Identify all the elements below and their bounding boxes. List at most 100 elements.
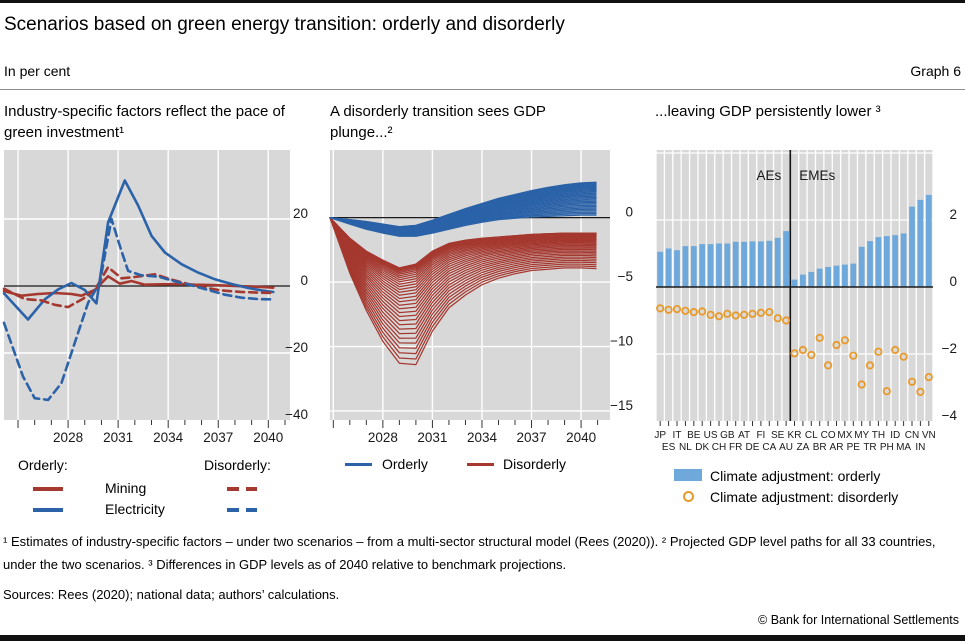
svg-text:MX: MX bbox=[837, 430, 852, 441]
svg-text:20: 20 bbox=[293, 206, 308, 221]
bar-BE bbox=[690, 246, 697, 287]
svg-text:DK: DK bbox=[695, 442, 709, 453]
bar-SE bbox=[774, 237, 781, 287]
bar-ES bbox=[665, 248, 672, 287]
bar-PH bbox=[883, 236, 890, 287]
footnotes: ¹ Estimates of industry-specific factors… bbox=[3, 534, 936, 572]
legend-label-disorderly: Disorderly bbox=[503, 456, 567, 472]
climate-orderly-bar-swatch bbox=[674, 469, 702, 481]
circle-US bbox=[706, 310, 715, 319]
unit-label: In per cent bbox=[4, 63, 71, 79]
bar-TR bbox=[867, 241, 873, 287]
bar-CO bbox=[825, 266, 831, 287]
svg-text:CN: CN bbox=[905, 430, 919, 441]
x-axis-labels: 2028 2031 2034 2037 2040 bbox=[53, 430, 283, 445]
svg-text:BR: BR bbox=[813, 442, 827, 453]
bar-GB bbox=[724, 243, 731, 287]
circle-AT bbox=[740, 310, 749, 319]
svg-text:−5: −5 bbox=[618, 269, 633, 284]
disorderly-line-swatch bbox=[467, 463, 494, 466]
circle-SE bbox=[773, 314, 782, 323]
svg-text:−20: −20 bbox=[285, 340, 308, 355]
bar-TH bbox=[875, 237, 882, 287]
svg-text:AEs: AEs bbox=[757, 168, 782, 183]
bar-CL bbox=[808, 271, 815, 287]
circle-BR bbox=[815, 333, 824, 342]
circle-AU bbox=[782, 316, 791, 325]
copyright-line: © Bank for International Settlements bbox=[758, 613, 959, 627]
electricity-orderly-swatch bbox=[33, 508, 63, 512]
circle-GB bbox=[723, 309, 732, 318]
bar-ID bbox=[892, 235, 899, 287]
y-axis-labels: 0 −5 −10 −15 bbox=[610, 205, 633, 413]
svg-text:0: 0 bbox=[949, 274, 957, 289]
orderly-bars bbox=[657, 194, 932, 287]
svg-text:AR: AR bbox=[830, 442, 844, 453]
x-axis-ticks bbox=[17, 420, 286, 428]
svg-text:TH: TH bbox=[872, 430, 885, 441]
bar-PE bbox=[850, 263, 857, 287]
svg-text:2028: 2028 bbox=[368, 430, 398, 445]
svg-text:ES: ES bbox=[662, 442, 676, 453]
circle-MY bbox=[857, 380, 866, 389]
svg-text:VN: VN bbox=[922, 430, 936, 441]
svg-text:2028: 2028 bbox=[53, 430, 83, 445]
svg-text:BE: BE bbox=[687, 430, 701, 441]
bar-MA bbox=[900, 233, 907, 287]
legend-disorderly-header: Disorderly: bbox=[204, 457, 271, 473]
bar-AT bbox=[741, 241, 747, 287]
circle-NL bbox=[681, 306, 690, 315]
legend-label-orderly: Orderly bbox=[382, 456, 428, 472]
header-divider bbox=[0, 89, 965, 90]
svg-text:ID: ID bbox=[890, 430, 900, 441]
svg-text:PH: PH bbox=[880, 442, 894, 453]
gdp-paths-line-chart: 2028 2031 2034 2037 2040 0 −5 −10 −15 bbox=[329, 150, 633, 445]
svg-text:GB: GB bbox=[720, 430, 735, 441]
svg-text:FI: FI bbox=[756, 430, 765, 441]
bar-ZA bbox=[800, 274, 806, 287]
svg-text:2031: 2031 bbox=[417, 430, 447, 445]
circle-KR bbox=[790, 349, 799, 358]
legend-label-climate-disorderly: Climate adjustment: disorderly bbox=[710, 489, 899, 505]
legend-label-mining: Mining bbox=[105, 480, 147, 496]
circle-TR bbox=[865, 361, 875, 370]
legend-orderly-header: Orderly: bbox=[18, 457, 68, 473]
circle-CA bbox=[765, 308, 774, 317]
bar-CN bbox=[909, 206, 915, 287]
svg-text:US: US bbox=[704, 430, 718, 441]
mining-orderly-swatch bbox=[33, 487, 63, 491]
bar-MY bbox=[858, 246, 865, 287]
svg-text:MY: MY bbox=[854, 430, 869, 441]
svg-text:MA: MA bbox=[896, 442, 911, 453]
series-lines bbox=[329, 181, 597, 366]
svg-text:EMEs: EMEs bbox=[799, 168, 835, 183]
svg-text:IT: IT bbox=[673, 430, 682, 441]
svg-text:2040: 2040 bbox=[253, 430, 283, 445]
circle-PE bbox=[849, 351, 858, 360]
svg-text:TR: TR bbox=[863, 442, 876, 453]
svg-text:2037: 2037 bbox=[517, 430, 547, 445]
circle-AR bbox=[832, 340, 841, 350]
series-lines bbox=[2, 179, 275, 402]
x-axis-labels: 2028 2031 2034 2037 2040 bbox=[368, 430, 596, 445]
page-title: Scenarios based on green energy transiti… bbox=[4, 14, 565, 35]
svg-text:CO: CO bbox=[821, 430, 836, 441]
circle-MA bbox=[899, 352, 908, 361]
circle-CH bbox=[714, 312, 724, 321]
svg-text:2034: 2034 bbox=[467, 430, 498, 445]
bar-CH bbox=[716, 243, 722, 287]
circle-DK bbox=[698, 307, 707, 316]
svg-text:IN: IN bbox=[915, 442, 925, 453]
bar-VN bbox=[925, 194, 932, 287]
legend-label-climate-orderly: Climate adjustment: orderly bbox=[710, 468, 881, 484]
svg-text:DE: DE bbox=[746, 442, 760, 453]
circle-IT bbox=[672, 305, 682, 314]
sources-line: Sources: Rees (2020); national data; aut… bbox=[3, 587, 340, 602]
svg-text:CH: CH bbox=[712, 442, 726, 453]
circle-PH bbox=[882, 387, 891, 396]
bar-AU bbox=[783, 231, 789, 287]
bar-KR bbox=[791, 279, 798, 287]
circle-DE bbox=[748, 309, 757, 318]
legend-label-electricity: Electricity bbox=[105, 501, 165, 517]
svg-text:−2: −2 bbox=[942, 341, 957, 356]
